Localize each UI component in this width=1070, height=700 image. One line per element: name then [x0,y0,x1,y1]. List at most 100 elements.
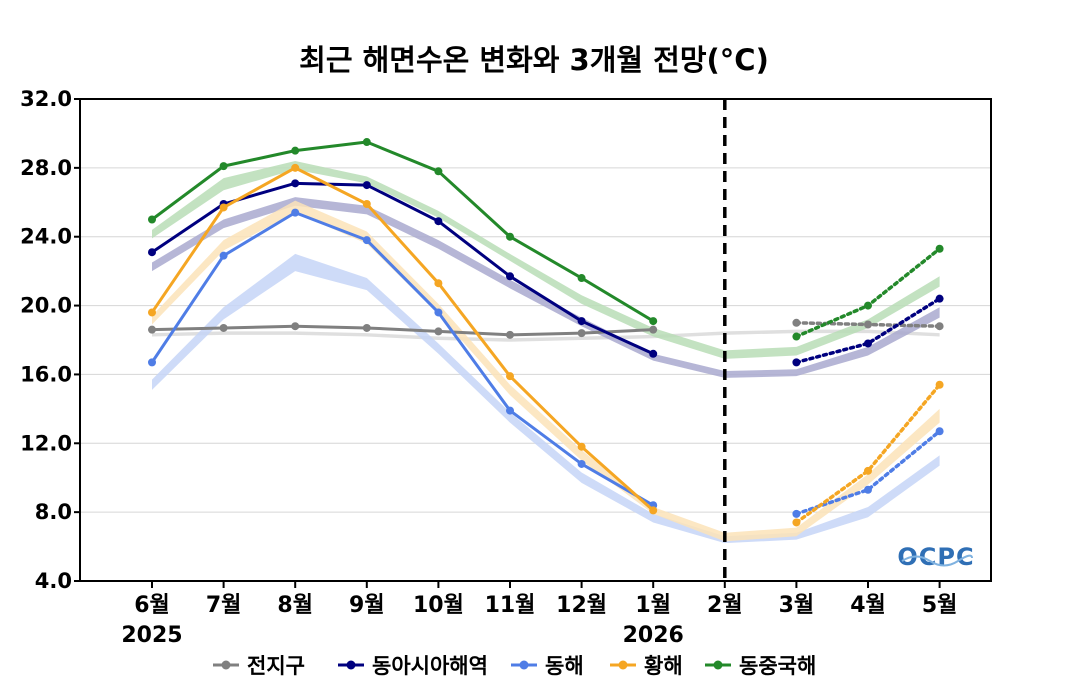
legend-label-전지구: 전지구 [247,654,305,678]
observed-point-동아시아해역 [577,317,586,326]
climatology-bands [152,160,940,544]
observed-point-동아시아해역 [291,179,300,188]
climatology-band-전지구 [152,329,940,342]
y-tick-label: 20.0 [20,294,72,318]
observed-point-동해 [291,208,300,217]
y-tick-label: 28.0 [20,156,72,180]
legend-marker-동중국해 [713,660,723,670]
x-tick-label: 3월 [779,593,815,618]
forecast-point-동중국해 [935,244,944,253]
observed-point-동해 [577,459,586,468]
observed-point-황해 [649,506,658,515]
observed-point-동중국해 [362,138,371,147]
x-tick-label: 9월 [349,593,385,618]
x-tick-label: 10월 [413,593,464,618]
observed-point-동중국해 [434,167,443,176]
legend-marker-동해 [519,660,529,670]
observed-point-동해 [362,236,371,245]
observed-point-전지구 [649,325,658,334]
observed-point-황해 [291,163,300,172]
forecast-point-동중국해 [792,332,801,341]
observed-point-황해 [219,203,228,212]
legend-label-황해: 황해 [644,654,683,678]
x-tick-label: 8월 [277,593,313,618]
x-year-label: 2025 [121,623,182,648]
observed-point-동아시아해역 [362,181,371,190]
ocpc-logo: OCPC [897,543,973,571]
observed-point-동아시아해역 [506,272,514,281]
observed-point-동중국해 [506,232,514,241]
x-axis-ticks: 6월 2025 7월 8월 9월 10월 11월 12월 1월 2026 2월 3월 4월 5월 [121,581,957,648]
x-tick-label: 12월 [556,593,607,618]
y-tick-label: 4.0 [35,569,72,593]
forecast-point-동해 [935,427,944,436]
y-tick-label: 12.0 [20,431,72,455]
observed-point-전지구 [577,329,586,338]
forecast-point-동해 [792,509,801,518]
plot-frame [79,98,992,582]
legend-label-동해: 동해 [545,654,584,678]
observed-point-동해 [434,308,443,317]
ocpc-logo-wave [901,554,973,567]
climatology-band-동해 [152,253,940,544]
y-tick-label: 24.0 [20,225,72,249]
observed-point-전지구 [291,322,300,331]
x-tick-label: 1월 [635,593,671,618]
forecast-point-동아시아해역 [864,339,872,348]
observed-point-황해 [148,308,156,317]
forecast-point-전지구 [792,318,801,327]
x-tick-label: 7월 [206,593,242,618]
forecast-point-동아시아해역 [792,358,801,367]
y-tick-label: 16.0 [20,362,72,386]
forecast-point-동해 [864,485,872,494]
observed-point-동중국해 [291,146,300,155]
climatology-band-동중국해 [152,160,940,359]
observed-point-동중국해 [577,274,586,283]
observed-point-동해 [506,406,514,415]
observed-point-황해 [434,279,443,288]
x-tick-label: 6월 [134,593,170,618]
forecast-point-전지구 [935,322,944,331]
observed-line-전지구 [151,324,654,337]
observed-point-동중국해 [649,317,658,326]
x-tick-label: 11월 [485,593,536,618]
legend: 전지구 동아시아해역 동해 황해 동중국해 [213,654,816,678]
observed-point-전지구 [148,325,156,334]
observed-point-동중국해 [219,162,228,171]
observed-line-동중국해 [151,140,654,323]
x-tick-label: 5월 [922,593,958,618]
legend-marker-전지구 [221,660,231,670]
forecast-point-전지구 [864,320,872,329]
forecast-point-황해 [935,380,944,389]
observed-point-전지구 [506,330,514,339]
x-year-label: 2026 [623,623,684,648]
forecast-point-동아시아해역 [935,294,944,303]
forecast-point-황해 [792,518,801,527]
observed-point-동아시아해역 [649,349,658,358]
observed-point-전지구 [219,323,228,332]
observed-point-동해 [148,358,156,367]
observed-point-황해 [506,372,514,381]
observed-point-황해 [362,200,371,209]
series-lines [148,138,944,527]
legend-marker-황해 [618,660,628,670]
observed-line-동해 [150,211,654,507]
y-tick-label: 8.0 [35,500,72,524]
climatology-band-황해 [152,200,940,542]
x-tick-label: 4월 [850,593,886,618]
observed-point-황해 [577,442,586,451]
x-tick-label: 2월 [707,593,743,618]
legend-marker-동아시아해역 [346,660,356,670]
y-axis-ticks: 32.0 28.0 24.0 20.0 16.0 12.0 8.0 4.0 [20,87,80,593]
observed-point-동해 [219,251,228,260]
forecast-point-황해 [864,466,872,475]
legend-label-동중국해: 동중국해 [739,654,816,678]
forecast-line-황해 [794,383,942,525]
chart-title: 최근 해면수온 변화와 3개월 전망(°C) [299,43,769,77]
observed-point-동중국해 [148,215,156,224]
observed-line-황해 [150,166,655,512]
observed-point-전지구 [362,323,371,332]
observed-point-동아시아해역 [434,217,443,226]
legend-label-동아시아해역: 동아시아해역 [372,654,488,678]
y-tick-label: 32.0 [20,87,72,111]
